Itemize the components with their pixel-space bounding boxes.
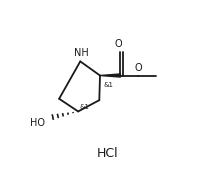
Polygon shape bbox=[100, 74, 120, 77]
Text: &1: &1 bbox=[80, 104, 89, 110]
Text: &1: &1 bbox=[104, 82, 114, 88]
Text: NH: NH bbox=[74, 48, 88, 58]
Text: O: O bbox=[115, 39, 122, 49]
Text: HCl: HCl bbox=[97, 147, 119, 160]
Text: HO: HO bbox=[30, 118, 45, 128]
Text: O: O bbox=[134, 63, 142, 73]
